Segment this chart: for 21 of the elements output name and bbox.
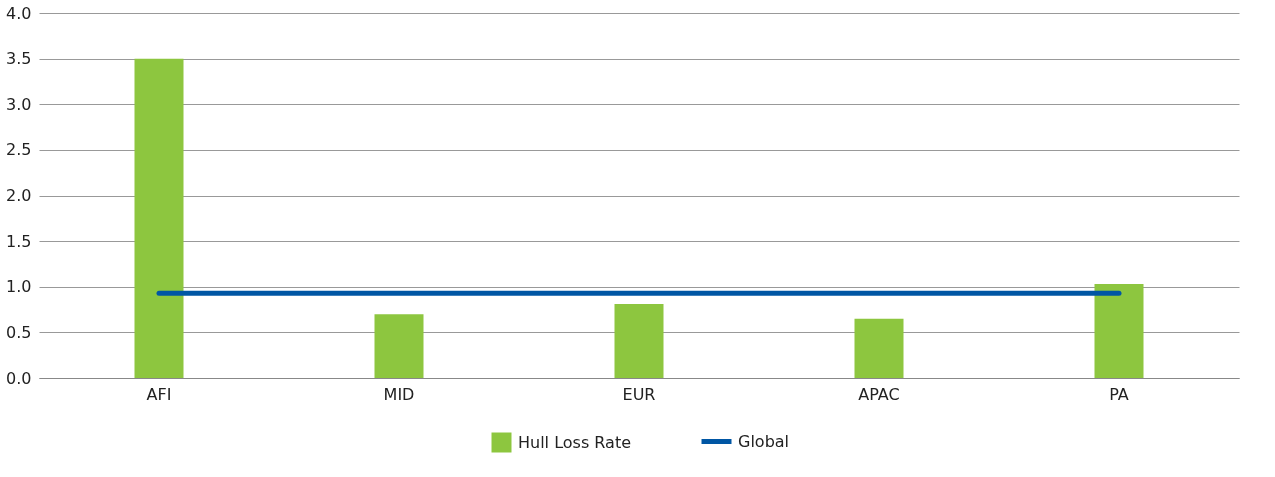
y-tick-label: 4.0: [6, 3, 32, 23]
y-tick-label: 1.0: [6, 277, 32, 297]
y-tick-label: 0.0: [6, 368, 32, 388]
y-tick-label: 3.0: [6, 94, 32, 114]
bar: [614, 304, 664, 378]
y-tick-label: 3.5: [6, 49, 32, 69]
x-tick-label: AFI: [146, 384, 172, 404]
y-tick-label: 2.0: [6, 186, 32, 205]
y-tick-label: 0.5: [6, 322, 32, 342]
x-tick-label: MID: [383, 384, 415, 404]
legend-label: Global: [738, 431, 790, 451]
x-tick-label: PA: [1109, 384, 1129, 404]
y-tick-label: 2.5: [6, 140, 32, 160]
bar: [854, 318, 904, 378]
bar: [134, 58, 184, 378]
y-tick-label: 1.5: [6, 231, 32, 251]
x-tick-label: APAC: [858, 384, 900, 404]
legend-label: Hull Loss Rate: [518, 432, 632, 452]
bar: [1094, 284, 1144, 378]
bar: [374, 314, 424, 378]
x-tick-label: EUR: [622, 384, 656, 404]
